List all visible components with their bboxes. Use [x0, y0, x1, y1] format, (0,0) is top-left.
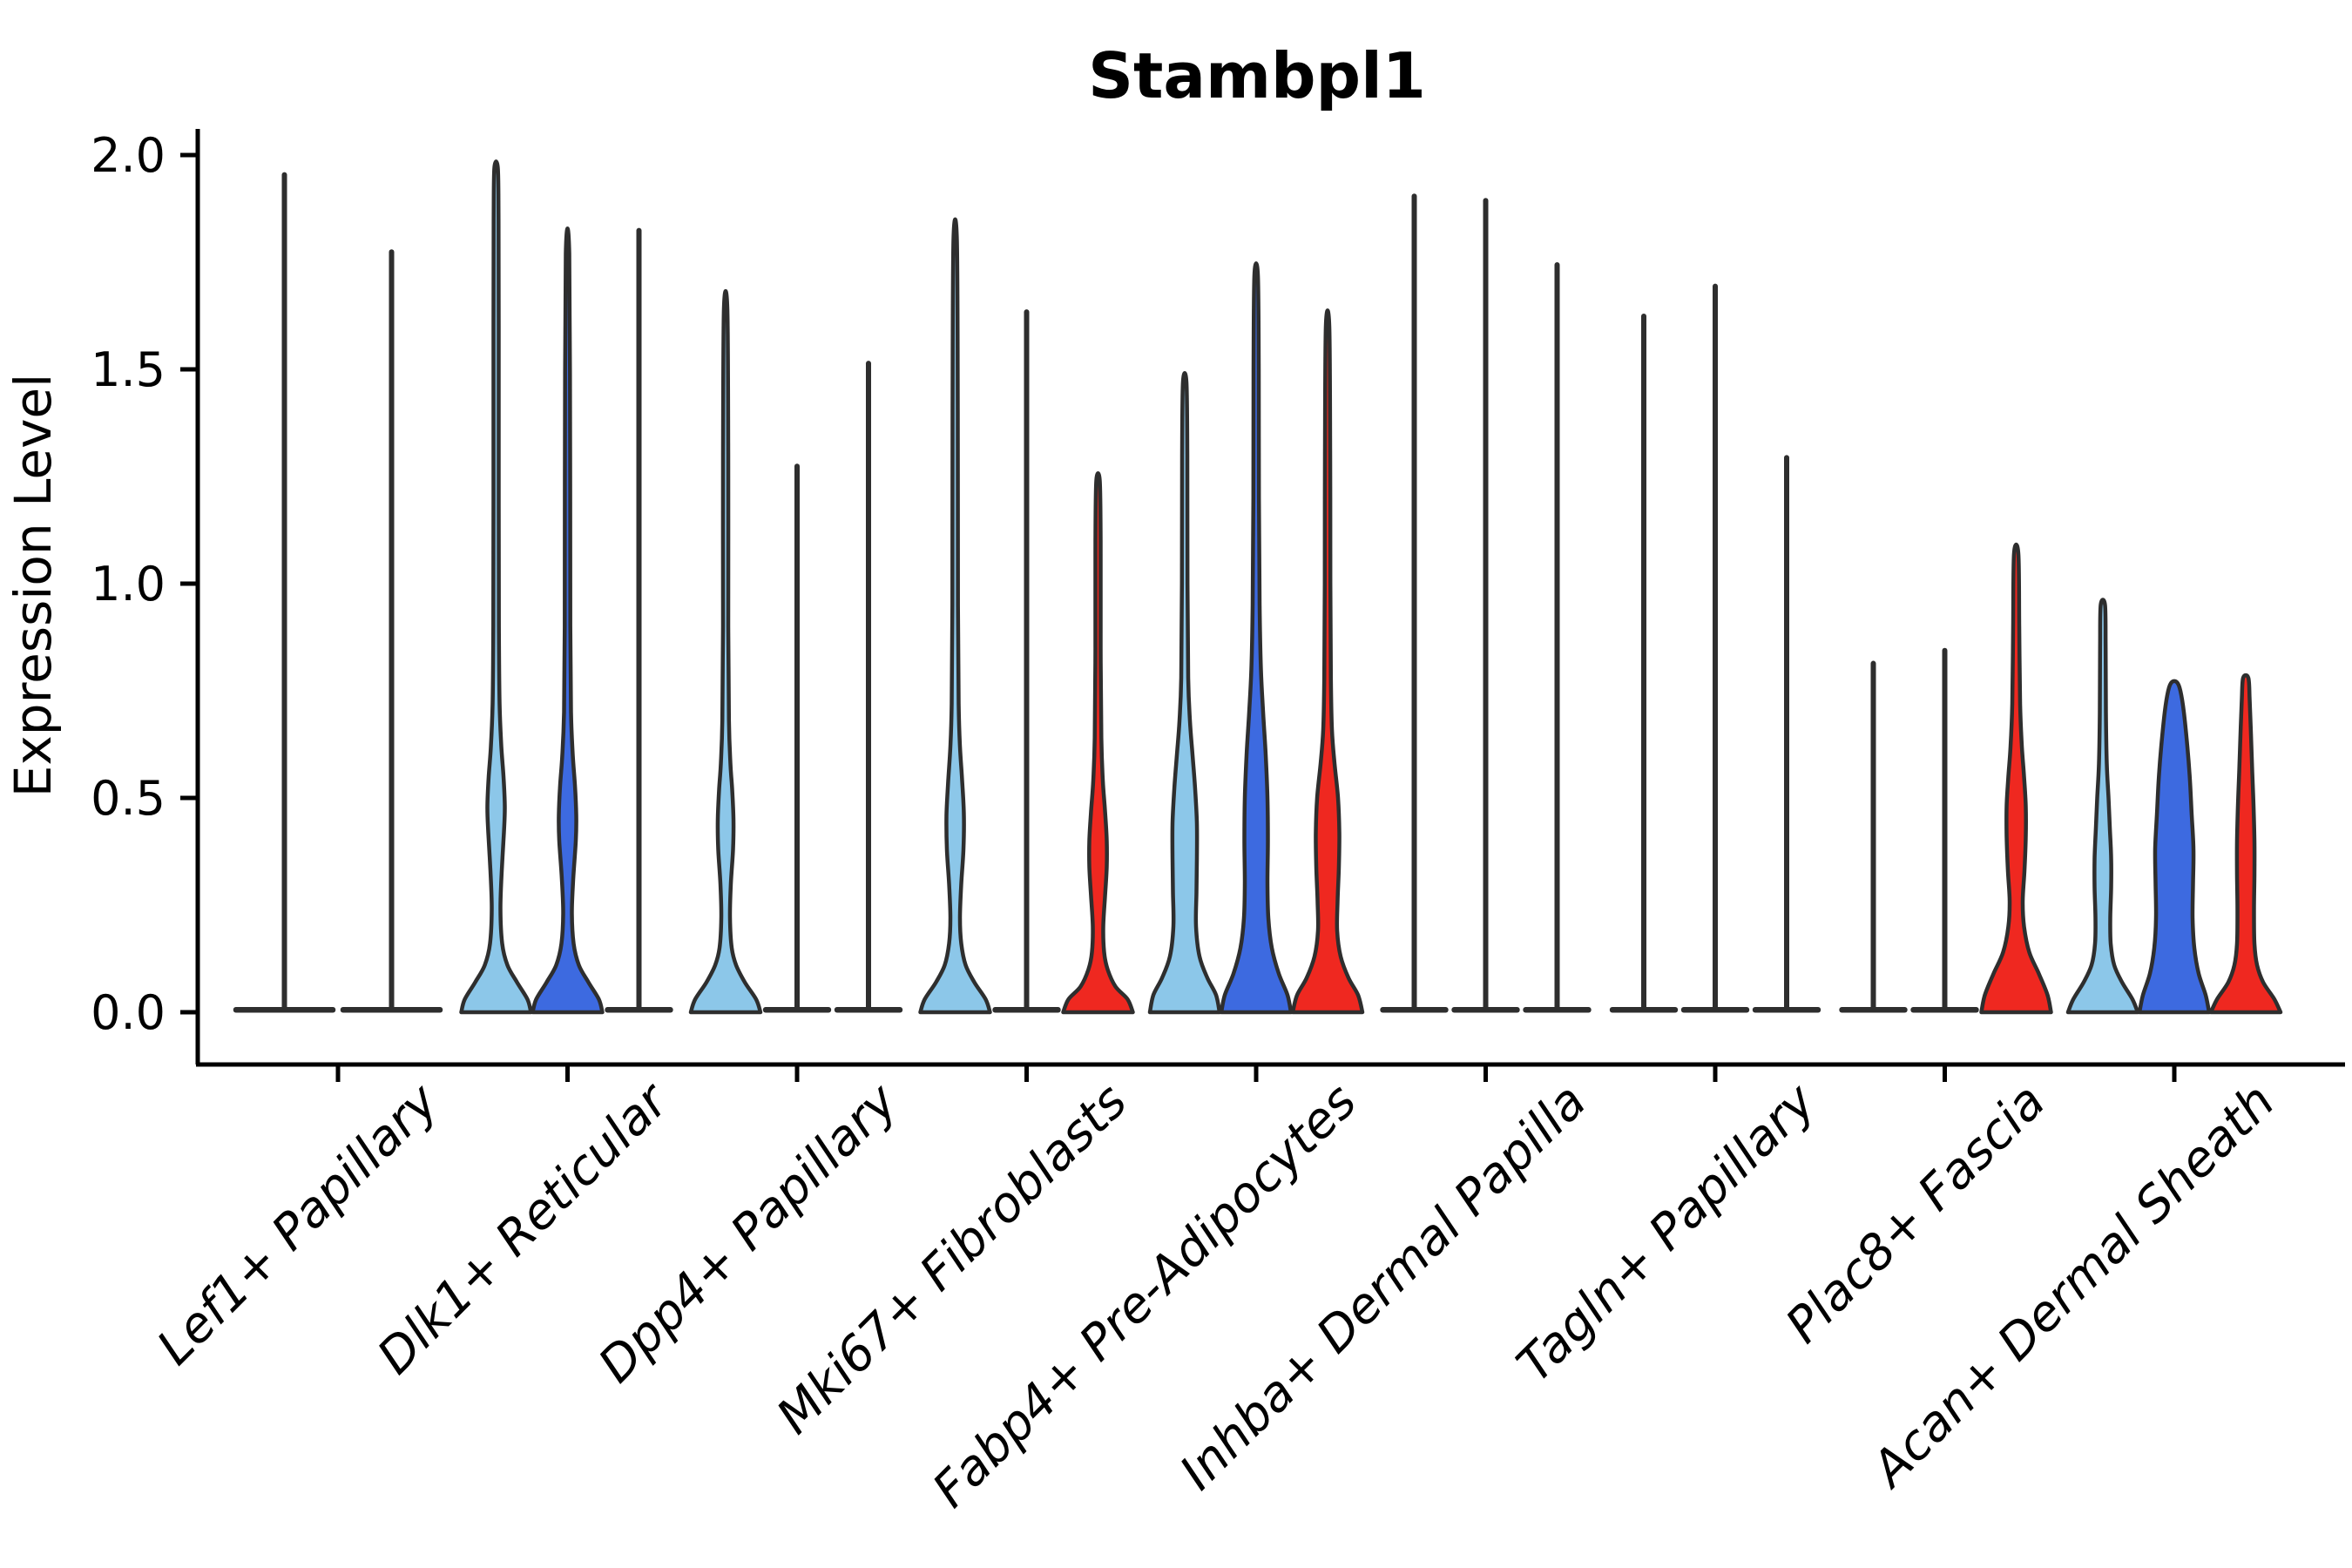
- violin-body: [1219, 260, 1294, 1015]
- violin-body: [1290, 308, 1365, 1015]
- y-tick-label: 1.0: [91, 557, 166, 612]
- violin-body: [688, 288, 763, 1015]
- violin-body: [1979, 542, 2053, 1015]
- violin-body: [2065, 598, 2140, 1015]
- y-axis-label: Expression Level: [3, 374, 63, 797]
- violin-body: [531, 226, 605, 1015]
- y-tick-label: 0.5: [91, 771, 166, 826]
- violin-body: [2208, 672, 2283, 1015]
- violin-body: [1147, 371, 1222, 1015]
- x-tick-label: Inhba+ Dermal Papilla: [1169, 1073, 1597, 1501]
- violin-body: [2137, 679, 2212, 1015]
- x-tick-label: Fabp4+ Pre-Adipocytes: [923, 1073, 1368, 1518]
- y-tick-label: 2.0: [91, 128, 166, 183]
- violin-body: [1061, 471, 1135, 1015]
- y-tick-label: 0.0: [91, 985, 166, 1040]
- violin-body: [459, 159, 533, 1015]
- y-tick-label: 1.5: [91, 342, 166, 397]
- x-tick-label: Acan+ Dermal Sheath: [1860, 1073, 2286, 1499]
- violin-body: [918, 217, 992, 1015]
- chart-title: Stambpl1: [1088, 39, 1426, 112]
